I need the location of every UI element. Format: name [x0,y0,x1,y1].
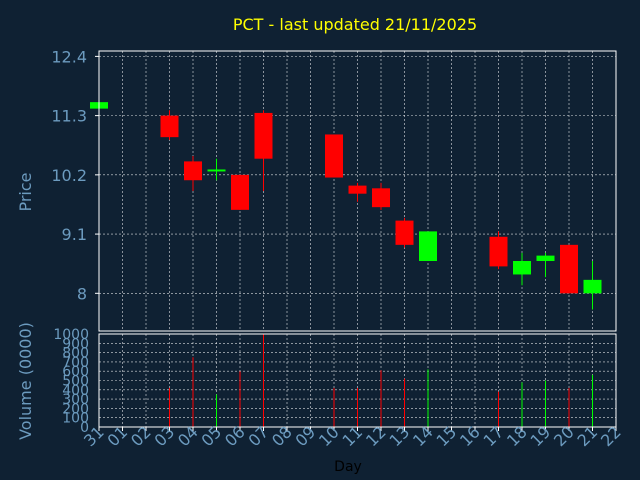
candle-05 [207,158,226,181]
candle-body [207,169,226,172]
volume-tick-label: 300 [62,392,89,408]
candle-20 [560,244,578,294]
price-tick-label: 11.3 [51,107,87,126]
candle-body [583,279,602,294]
candles [90,102,602,310]
candle-10 [325,134,343,178]
candle-body [489,236,508,267]
volume-tick-label: 500 [62,374,89,390]
price-plot-frame [98,50,617,332]
price-tick-label: 8 [77,284,87,303]
candle-12 [372,182,390,210]
price-panel: 12.4 11.3 10.2 9.1 8 Price [16,47,617,332]
volume-tick-label: 600 [62,364,89,380]
candle-17 [489,231,508,270]
candle-21 [583,261,602,310]
price-axis-label: Price [16,172,35,211]
candle-18 [513,252,531,286]
candle-body [348,185,367,194]
candle-13 [395,217,414,248]
chart-title: PCT - last updated 21/11/2025 [233,15,477,34]
volume-bars [169,334,593,427]
price-y-ticks: 12.4 11.3 10.2 9.1 8 [51,47,99,303]
volume-tick-label: 900 [62,336,89,352]
candle-body [372,188,390,208]
volume-tick-label: 800 [62,346,89,362]
price-tick-label: 9.1 [62,225,87,244]
price-tick-label: 12.4 [51,47,87,66]
candle-07 [254,110,273,191]
candle-body [184,161,202,181]
volume-axis-label: Volume (0000) [16,322,35,440]
candle-body [231,174,249,210]
x-axis-ticks: 3101020304050607080910111213141516171819… [80,422,625,450]
candle-03 [160,110,179,140]
candle-body [419,231,437,261]
candle-06 [231,174,249,210]
candle-04 [184,156,202,191]
volume-tick-label: 100 [62,411,89,427]
candle-body [513,261,531,275]
candle-body [395,220,414,245]
volume-tick-label: 700 [62,355,89,371]
x-axis-label: Day [334,459,362,475]
candle-14 [419,231,437,261]
volume-tick-label: 0 [80,420,89,436]
candle-19 [536,252,555,278]
candle-body [254,112,273,159]
candle-body [160,115,179,138]
candle-body [325,134,343,178]
volume-tick-label: 400 [62,383,89,399]
volume-tick-label: 1000 [53,327,89,343]
candle-body [560,244,578,294]
candle-11 [348,182,367,202]
volume-tick-label: 200 [62,401,89,417]
candle-body [536,255,555,261]
price-tick-label: 10.2 [51,166,87,185]
